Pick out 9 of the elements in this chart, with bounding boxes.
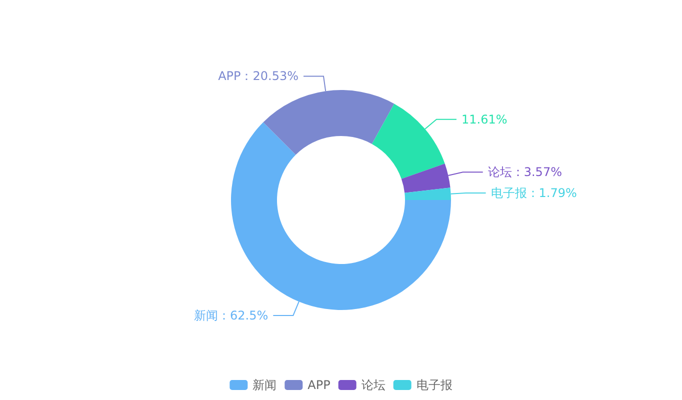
data-label: APP：20.53%	[218, 69, 299, 84]
data-label: 论坛：3.57%	[488, 165, 562, 180]
data-label: 11.61%	[461, 112, 508, 126]
legend-label: APP	[308, 378, 330, 392]
data-label: 新闻：62.5%	[194, 308, 268, 322]
data-label: 电子报：1.79%	[490, 186, 577, 200]
legend-label: 新闻	[252, 378, 277, 392]
legend-label: 电子报	[416, 378, 452, 392]
legend-label: 论坛	[361, 378, 386, 392]
